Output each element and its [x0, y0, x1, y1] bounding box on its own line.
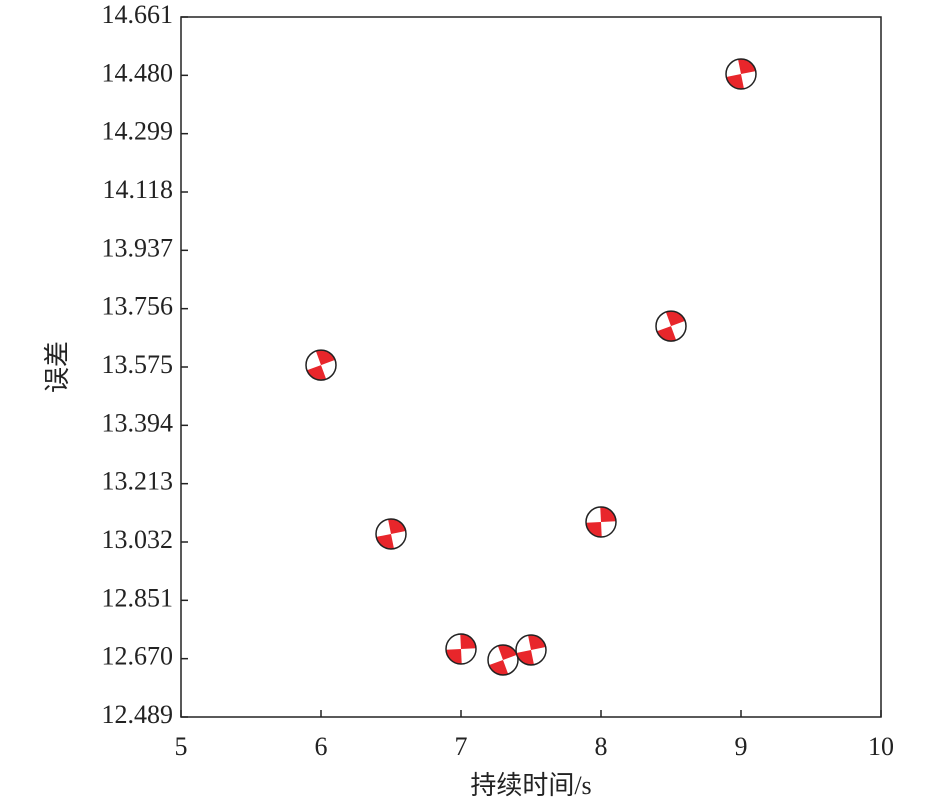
- y-tick-label: 13.032: [102, 525, 174, 554]
- y-tick-label: 12.851: [102, 583, 174, 612]
- x-tick-label: 7: [455, 732, 468, 761]
- beachball-marker: [725, 58, 757, 90]
- marker-outline: [445, 633, 477, 665]
- y-tick-label: 13.394: [102, 408, 174, 437]
- y-tick-label: 14.480: [102, 58, 174, 87]
- marker-outline: [585, 506, 617, 538]
- marker-outline: [375, 518, 407, 550]
- y-tick-label: 12.670: [102, 642, 174, 671]
- beachball-marker: [445, 633, 477, 665]
- marker-outline: [305, 349, 337, 381]
- marker-quadrant: [460, 633, 476, 649]
- marker-quadrant: [516, 649, 534, 665]
- marker-outline: [487, 644, 519, 676]
- y-tick-label: 13.937: [102, 233, 174, 262]
- y-tick-label: 13.756: [102, 292, 174, 321]
- marker-outline: [725, 58, 757, 90]
- y-tick-label: 14.661: [102, 0, 174, 29]
- marker-quadrant: [738, 59, 756, 75]
- y-tick-label: 13.575: [102, 350, 174, 379]
- x-axis-label: 持续时间/s: [470, 771, 591, 800]
- marker-quadrant: [726, 74, 744, 90]
- x-tick-label: 9: [735, 732, 748, 761]
- marker-outline: [515, 634, 547, 666]
- x-tick-label: 5: [175, 732, 188, 761]
- x-tick-label: 8: [595, 732, 608, 761]
- beachball-marker: [585, 506, 617, 538]
- beachball-marker: [515, 634, 547, 666]
- y-tick-label: 13.213: [102, 467, 174, 496]
- beachball-marker: [487, 644, 519, 676]
- marker-quadrant: [600, 507, 616, 523]
- marker-quadrant: [528, 634, 546, 650]
- marker-quadrant: [388, 518, 406, 534]
- y-tick-label: 12.489: [102, 700, 174, 729]
- beachball-marker: [375, 518, 407, 550]
- y-tick-label: 14.299: [102, 117, 174, 146]
- y-axis-label: 误差: [43, 341, 72, 393]
- y-tick-label: 14.118: [102, 175, 173, 204]
- plot-frame: [180, 16, 882, 718]
- marker-quadrant: [586, 522, 602, 538]
- beachball-marker: [655, 310, 687, 342]
- x-tick-label: 10: [868, 732, 894, 761]
- marker-quadrant: [376, 533, 394, 549]
- marker-quadrant: [446, 648, 462, 664]
- marker-outline: [655, 310, 687, 342]
- x-tick-label: 6: [315, 732, 328, 761]
- beachball-marker: [305, 349, 337, 381]
